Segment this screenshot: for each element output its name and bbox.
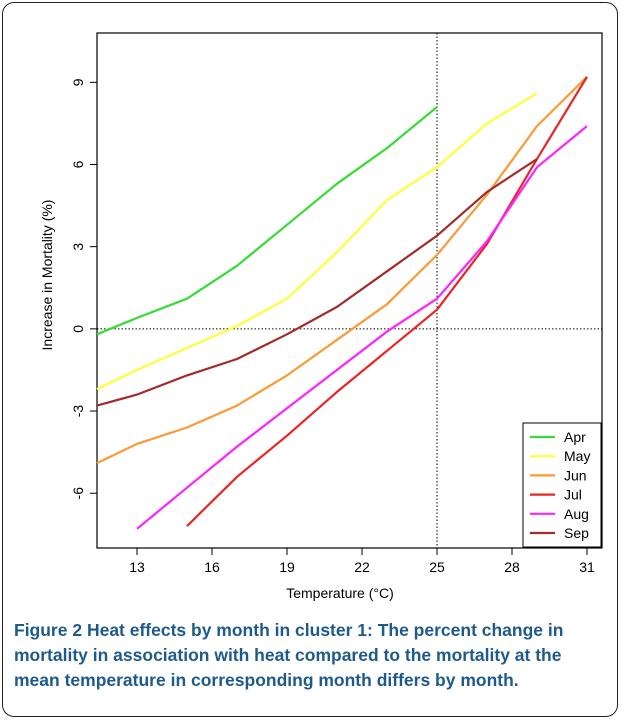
y-tick-label: 0 (70, 325, 86, 333)
x-tick-label: 28 (504, 559, 520, 575)
x-tick-label: 16 (204, 559, 220, 575)
series-line-sep (96, 158, 538, 407)
series-line-aug (136, 125, 588, 530)
x-tick-label: 19 (279, 559, 295, 575)
legend-label-sep: Sep (564, 525, 589, 541)
series-line-may (96, 92, 538, 391)
y-axis-label: Increase in Mortality (%) (39, 200, 55, 351)
legend-label-may: May (564, 448, 590, 464)
legend-label-jun: Jun (564, 467, 587, 483)
x-tick-label: 13 (129, 559, 145, 575)
y-tick-label: -3 (70, 405, 86, 418)
legend-label-aug: Aug (564, 506, 589, 522)
legend-label-jul: Jul (564, 487, 582, 503)
figure-caption: Figure 2 Heat effects by month in cluste… (14, 618, 610, 693)
y-tick-label: -6 (70, 487, 86, 500)
x-axis-label: Temperature (°C) (286, 585, 394, 601)
legend-label-apr: Apr (564, 429, 586, 445)
caption-label: Figure 2 (14, 620, 83, 640)
x-tick-label: 25 (429, 559, 445, 575)
legend-box (522, 422, 602, 548)
y-tick-label: 3 (70, 243, 86, 251)
caption-text: Heat effects by month in cluster 1: The … (14, 620, 564, 690)
x-tick-label: 31 (579, 559, 595, 575)
y-tick-label: 9 (70, 78, 86, 86)
series-line-apr (96, 106, 438, 336)
y-tick-label: 6 (70, 160, 86, 168)
plot-frame (96, 32, 603, 549)
x-tick-label: 22 (354, 559, 370, 575)
series-line-jul (186, 76, 588, 527)
line-chart: 13 16 19 22 25 28 31 -6 -3 0 3 6 9 Apr May Jun Jul Aug Se… (39, 32, 603, 601)
series-line-jun (96, 76, 588, 465)
